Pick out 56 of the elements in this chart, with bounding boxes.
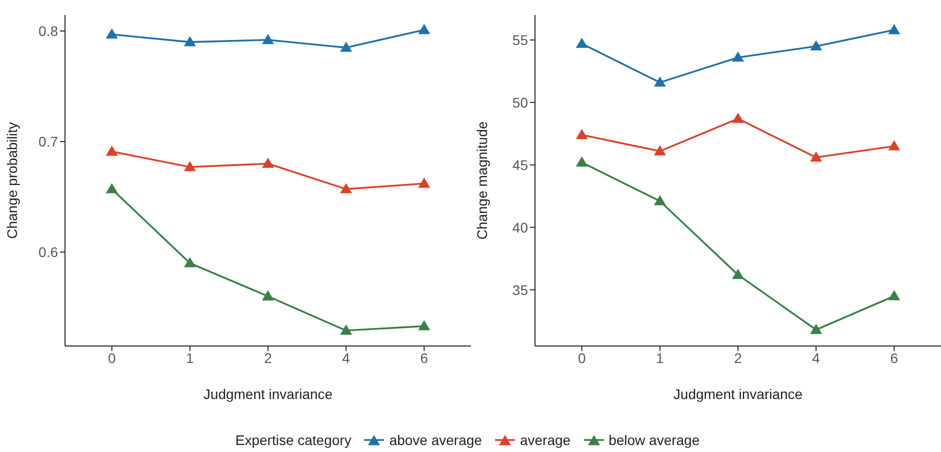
- point: [654, 195, 666, 206]
- legend-label: below average: [608, 432, 700, 448]
- point: [654, 145, 666, 156]
- x-tick-label: 6: [890, 350, 898, 366]
- x-tick-label: 2: [264, 350, 272, 366]
- y-tick-label: 0.6: [38, 244, 58, 260]
- x-axis-title: Judgment invariance: [203, 386, 333, 402]
- x-tick-label: 1: [186, 350, 194, 366]
- point: [418, 178, 430, 188]
- x-tick-label: 0: [578, 350, 586, 366]
- y-tick-label: 35: [512, 282, 528, 298]
- point: [654, 76, 666, 87]
- point: [184, 257, 196, 268]
- point: [340, 42, 352, 52]
- point: [184, 36, 196, 46]
- point: [106, 183, 118, 194]
- x-tick-label: 1: [656, 350, 664, 366]
- point: [262, 290, 274, 300]
- y-tick-label: 0.8: [38, 22, 58, 39]
- point: [262, 158, 274, 168]
- point: [262, 34, 274, 44]
- point: [418, 320, 430, 330]
- point: [106, 145, 118, 156]
- legend-title: Expertise category: [235, 432, 352, 448]
- y-tick-label: 50: [512, 94, 528, 110]
- point: [810, 324, 822, 334]
- point: [576, 128, 588, 140]
- point: [418, 24, 430, 34]
- point: [732, 51, 744, 62]
- legend-label: average: [520, 432, 571, 448]
- y-tick-label: 0.7: [38, 134, 58, 150]
- point: [732, 268, 744, 280]
- x-tick-label: 6: [420, 350, 428, 366]
- x-tick-label: 4: [342, 350, 350, 366]
- point: [810, 40, 822, 50]
- x-tick-label: 0: [108, 350, 116, 366]
- legend-label: above average: [389, 432, 482, 448]
- y-tick-label: 40: [512, 219, 528, 236]
- point: [888, 140, 900, 150]
- x-tick-label: 2: [734, 350, 742, 366]
- point: [340, 324, 352, 335]
- point: [340, 183, 352, 194]
- point: [576, 156, 588, 167]
- point: [888, 290, 900, 300]
- y-axis-title: Change probability: [4, 122, 20, 239]
- x-tick-label: 4: [812, 350, 820, 366]
- point: [184, 160, 196, 172]
- y-tick-label: 45: [512, 156, 528, 173]
- y-tick-label: 55: [512, 32, 528, 48]
- x-axis-title: Judgment invariance: [673, 386, 803, 402]
- point: [888, 24, 900, 34]
- point: [106, 28, 118, 39]
- point: [732, 112, 744, 123]
- point: [576, 38, 588, 48]
- y-axis-title: Change magnitude: [474, 121, 490, 240]
- point: [810, 151, 822, 162]
